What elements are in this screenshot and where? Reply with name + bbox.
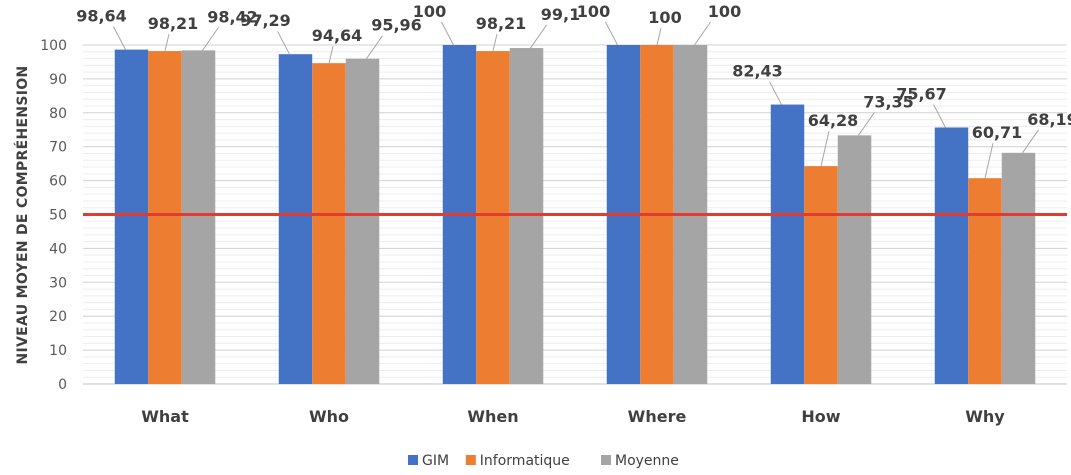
legend: GIM Informatique Moyenne — [408, 453, 679, 469]
data-label: 98,21 — [476, 14, 527, 33]
category-label-when: When — [467, 407, 518, 426]
label-leader-line — [277, 30, 290, 55]
label-leader-lines — [113, 21, 1039, 179]
data-label: 98,21 — [148, 14, 199, 33]
bar-moyenne-how — [837, 135, 872, 384]
y-axis-ticks: 0 10 20 30 40 50 60 70 80 90 100 — [40, 38, 67, 393]
category-label-why: Why — [965, 407, 1005, 426]
label-leader-line — [820, 130, 830, 167]
y-tick-label: 30 — [49, 275, 67, 291]
y-tick-label: 50 — [49, 208, 67, 224]
bar-moyenne-when — [509, 48, 544, 385]
legend-label-gim: GIM — [422, 453, 449, 469]
data-label: 75,67 — [896, 84, 947, 103]
label-leader-line — [113, 26, 126, 50]
data-label: 100 — [577, 2, 610, 21]
data-label: 98,64 — [76, 7, 127, 26]
label-leader-line — [933, 104, 946, 128]
legend-label-moyenne: Moyenne — [615, 453, 679, 469]
label-leader-line — [605, 21, 618, 46]
label-leader-line — [492, 33, 498, 52]
label-leader-line — [769, 81, 782, 105]
category-labels: What Who When Where How Why — [141, 407, 1005, 426]
y-tick-label: 40 — [49, 241, 67, 257]
bar-informatique-what — [148, 51, 182, 384]
y-tick-label: 70 — [49, 140, 67, 156]
bar-moyenne-why — [1001, 152, 1036, 384]
label-leader-line — [164, 33, 170, 52]
bar-informatique-how — [804, 166, 838, 384]
bar-gim-who — [278, 54, 313, 385]
y-tick-label: 0 — [58, 377, 67, 393]
data-label: 98,42 — [207, 7, 258, 26]
category-label-how: How — [801, 407, 840, 426]
gridlines — [83, 44, 1067, 385]
y-tick-label: 90 — [49, 72, 67, 88]
label-leader-line — [366, 35, 383, 59]
category-label-who: Who — [309, 407, 349, 426]
data-label: 97,29 — [240, 11, 291, 30]
label-leader-line — [694, 21, 711, 46]
bar-informatique-who — [312, 63, 346, 384]
y-tick-label: 20 — [49, 309, 67, 325]
data-label: 94,64 — [312, 26, 363, 45]
data-label: 100 — [708, 2, 741, 21]
bar-informatique-why — [968, 178, 1002, 384]
legend-swatch-informatique — [465, 455, 476, 465]
data-label: 100 — [413, 2, 446, 21]
y-tick-label: 100 — [40, 38, 67, 54]
legend-swatch-gim — [408, 455, 418, 465]
label-leader-line — [328, 46, 334, 64]
y-tick-label: 80 — [49, 106, 67, 122]
label-leader-line — [656, 27, 662, 46]
label-leader-line — [984, 143, 994, 179]
bar-moyenne-what — [181, 50, 216, 384]
bar-gim-what — [114, 49, 149, 384]
data-label: 64,28 — [808, 111, 859, 130]
y-tick-label: 60 — [49, 174, 67, 190]
bar-moyenne-who — [345, 58, 380, 385]
y-tick-label: 10 — [49, 343, 67, 359]
data-label: 73,35 — [863, 92, 914, 111]
data-label: 100 — [648, 8, 681, 27]
data-label: 68,19 — [1027, 110, 1071, 129]
label-leader-line — [530, 24, 547, 49]
data-label: 60,71 — [972, 123, 1023, 142]
y-axis-title: NIVEAU MOYEN DE COMPRÉHENSION — [14, 66, 31, 365]
data-label: 95,96 — [371, 16, 422, 35]
bar-gim-why — [934, 127, 969, 384]
label-leader-line — [858, 112, 875, 136]
label-leader-line — [1022, 129, 1039, 154]
category-label-what: What — [141, 407, 189, 426]
category-label-where: Where — [628, 407, 687, 426]
label-leader-line — [441, 21, 454, 46]
bar-gim-how — [770, 104, 805, 384]
legend-swatch-moyenne — [601, 455, 611, 465]
bar-informatique-when — [476, 51, 510, 384]
legend-label-informatique: Informatique — [480, 453, 570, 469]
label-leader-line — [202, 27, 219, 51]
data-label: 99,1 — [541, 5, 580, 24]
data-label: 82,43 — [732, 62, 783, 81]
